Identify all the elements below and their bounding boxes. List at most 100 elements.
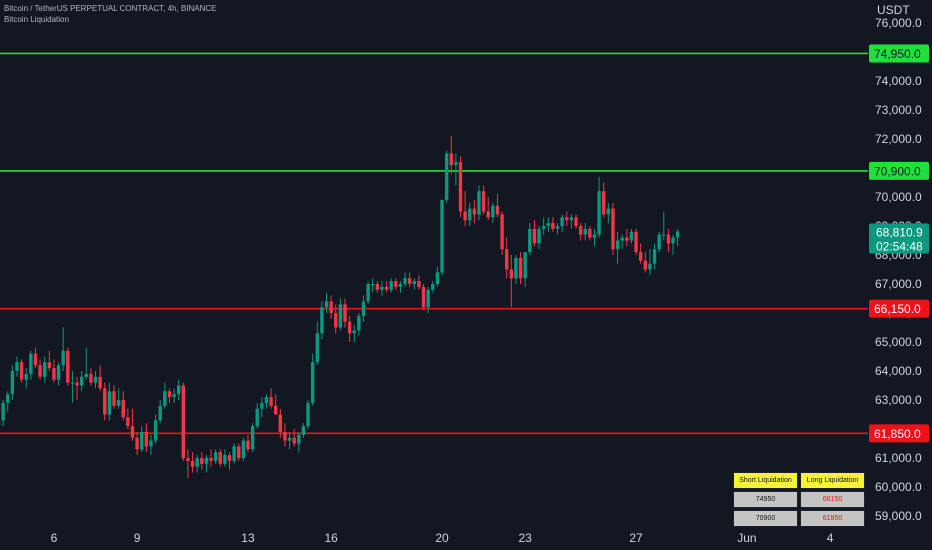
candle	[671, 234, 675, 255]
candle	[361, 295, 366, 322]
currency-label[interactable]: USDT	[877, 3, 910, 17]
price-tick-label: 63,000.0	[875, 393, 922, 407]
candle	[495, 194, 500, 218]
candle	[412, 278, 416, 290]
candle-body	[347, 321, 352, 334]
candle	[126, 408, 130, 429]
candle-body	[615, 240, 620, 250]
candle	[615, 231, 620, 264]
candle	[246, 434, 250, 453]
candle-body	[398, 284, 403, 287]
price-tick-label: 72,000.0	[875, 132, 922, 146]
candle-body	[56, 365, 61, 380]
candle-body	[431, 284, 435, 290]
candle	[200, 452, 204, 470]
candle-body	[421, 286, 426, 308]
candle-body	[89, 373, 93, 383]
level-price-badge: 70,900.0	[869, 161, 929, 180]
candle	[629, 228, 634, 244]
candle	[546, 217, 550, 232]
candle-body	[662, 234, 666, 236]
long-liquidation-value: 66150	[800, 491, 865, 508]
candle-body	[135, 437, 139, 450]
candle	[588, 226, 592, 241]
candle	[172, 388, 176, 403]
candle-body	[491, 205, 495, 218]
candle	[43, 356, 47, 383]
price-tick-label: 59,000.0	[875, 509, 922, 523]
candle-body	[602, 191, 606, 215]
candle	[431, 281, 435, 293]
candle	[75, 376, 79, 400]
candle	[310, 353, 315, 406]
candle-body	[43, 362, 47, 377]
time-tick-label: 20	[435, 531, 449, 545]
candle-body	[260, 402, 264, 409]
candle	[264, 394, 269, 409]
candle	[334, 304, 338, 334]
last-price-badge: 68,810.902:54:48	[869, 223, 929, 254]
candle-body	[255, 408, 259, 427]
candle-body	[634, 231, 638, 253]
candle-body	[444, 153, 449, 200]
candles	[0, 136, 680, 479]
candle-body	[671, 237, 675, 244]
candle-body	[52, 368, 56, 380]
candle-body	[149, 440, 153, 447]
price-badges: 74,950.0 70,900.0 66,150.0 61,850.0 68,810.9…	[869, 44, 929, 443]
symbol-title: Bitcoin / TetherUS PERPETUAL CONTRACT, 4…	[4, 4, 217, 13]
candle	[204, 455, 209, 473]
candle-body	[505, 249, 509, 270]
candle-body	[440, 199, 444, 273]
price-tick-label: 70,000.0	[875, 190, 922, 204]
candle-body	[394, 281, 398, 287]
candle	[255, 402, 259, 429]
candle	[380, 281, 384, 296]
candle	[38, 359, 42, 380]
candle	[223, 449, 227, 467]
candle	[371, 278, 375, 293]
candle	[112, 385, 116, 409]
badge-background	[869, 44, 929, 63]
candle-body	[283, 431, 287, 441]
time-axis-bg[interactable]	[0, 525, 868, 550]
candle	[569, 214, 574, 229]
candle-body	[666, 234, 671, 244]
bar-countdown: 02:54:48	[876, 239, 923, 253]
candle-body	[237, 446, 241, 458]
candle-body	[93, 376, 98, 383]
candle	[33, 347, 38, 369]
candle-body	[227, 455, 232, 461]
candle	[93, 371, 98, 389]
candle-body	[334, 313, 338, 328]
candle	[10, 365, 15, 400]
candle	[444, 150, 449, 203]
candle	[190, 452, 195, 473]
candle-body	[583, 228, 587, 235]
price-tick-label: 76,000.0	[875, 16, 922, 30]
candle-body	[648, 263, 652, 270]
candle-body	[675, 231, 680, 238]
candle	[449, 136, 453, 174]
candle	[176, 379, 181, 400]
candle-body	[463, 211, 467, 221]
candle-body	[592, 234, 597, 238]
candle-body	[209, 458, 213, 461]
candle-body	[500, 214, 504, 250]
candle-body	[357, 315, 361, 331]
indicator-title[interactable]: Bitcoin Liquidation	[4, 15, 69, 24]
price-axis-bg[interactable]	[868, 0, 932, 550]
candle-body	[606, 208, 611, 215]
candle	[602, 182, 606, 218]
badge-price-text: 70,900.0	[874, 164, 921, 178]
candle	[597, 176, 601, 238]
candle	[232, 443, 236, 464]
candle-body	[204, 458, 209, 464]
candle	[435, 266, 440, 287]
candle-body	[70, 382, 75, 384]
candle	[578, 223, 583, 241]
candle-body	[472, 208, 477, 215]
candle-body	[310, 362, 315, 403]
candle-body	[274, 405, 278, 415]
